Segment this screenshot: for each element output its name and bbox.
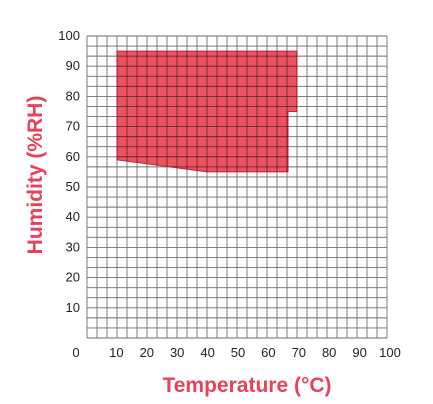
y-tick-label: 10 — [66, 300, 80, 315]
x-tick-label: 80 — [322, 345, 336, 360]
y-tick-label: 20 — [66, 270, 80, 285]
x-tick-label: 20 — [140, 345, 154, 360]
y-tick-label: 40 — [66, 209, 80, 224]
operating-region-layer — [116, 50, 298, 173]
y-tick-labels: 10 20 30 40 50 60 70 80 90 100 — [58, 28, 80, 315]
x-tick-label: 10 — [109, 345, 123, 360]
x-tick-label: 0 — [72, 345, 79, 360]
x-axis-title: Temperature (°C) — [162, 374, 331, 397]
y-tick-label: 60 — [66, 149, 80, 164]
x-tick-label: 40 — [200, 345, 214, 360]
x-tick-label: 90 — [352, 345, 366, 360]
y-tick-label: 90 — [66, 58, 80, 73]
x-tick-label: 70 — [292, 345, 306, 360]
x-tick-label: 100 — [379, 345, 401, 360]
y-tick-label: 80 — [66, 88, 80, 103]
x-tick-labels: 0 10 20 30 40 50 60 70 80 90 100 — [72, 345, 400, 360]
y-tick-label: 100 — [58, 28, 80, 43]
y-tick-label: 50 — [66, 179, 80, 194]
y-tick-label: 30 — [66, 239, 80, 254]
x-tick-label: 60 — [261, 345, 275, 360]
x-tick-label: 50 — [231, 345, 245, 360]
x-tick-label: 30 — [170, 345, 184, 360]
y-tick-label: 70 — [66, 119, 80, 134]
region-grid-overlay — [117, 51, 297, 172]
y-axis-title: Humidity (%RH) — [24, 96, 47, 255]
